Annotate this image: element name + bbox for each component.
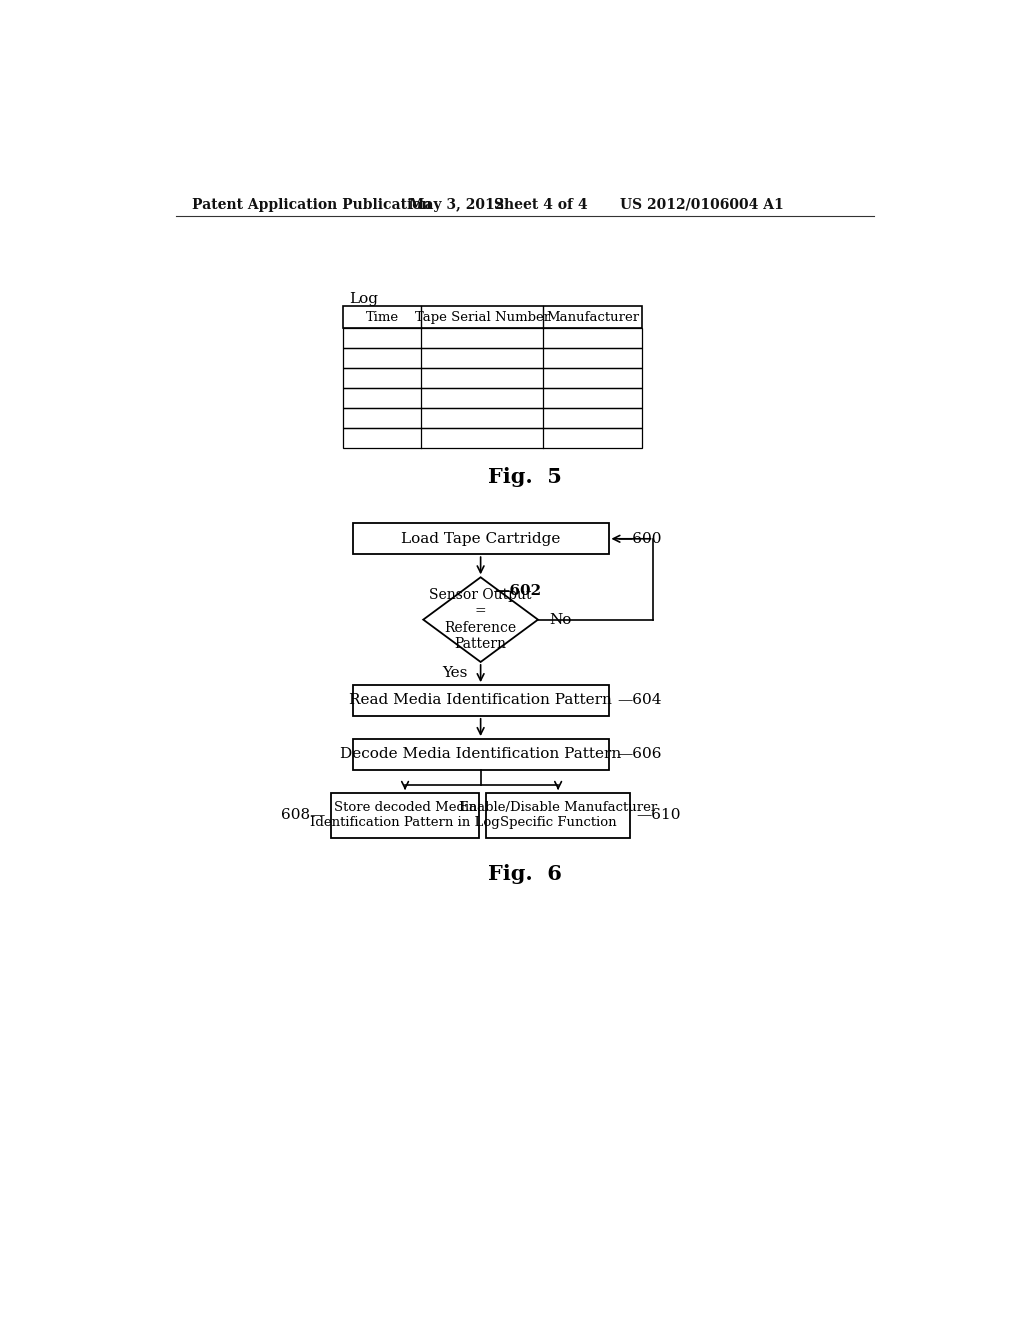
Text: May 3, 2012: May 3, 2012	[409, 198, 504, 211]
Bar	[352, 524, 608, 554]
Text: 608—: 608—	[281, 808, 326, 822]
Text: —606: —606	[617, 747, 663, 762]
Bar	[343, 306, 642, 327]
Text: —604: —604	[617, 693, 663, 708]
Bar	[352, 739, 608, 770]
Text: US 2012/0106004 A1: US 2012/0106004 A1	[621, 198, 784, 211]
Text: Enable/Disable Manufacturer
Specific Function: Enable/Disable Manufacturer Specific Fun…	[459, 801, 657, 829]
Text: Sheet 4 of 4: Sheet 4 of 4	[494, 198, 588, 211]
Text: Decode Media Identification Pattern: Decode Media Identification Pattern	[340, 747, 622, 762]
Bar	[343, 388, 642, 408]
Text: Tape Serial Number: Tape Serial Number	[415, 310, 550, 323]
Text: Fig.  5: Fig. 5	[487, 467, 562, 487]
Bar	[343, 408, 642, 428]
Bar	[332, 793, 478, 838]
Text: Patent Application Publication: Patent Application Publication	[191, 198, 431, 211]
Text: Manufacturer: Manufacturer	[546, 310, 639, 323]
Text: —600: —600	[617, 532, 663, 545]
Bar	[343, 368, 642, 388]
Text: Fig.  6: Fig. 6	[487, 865, 562, 884]
Text: Load Tape Cartridge: Load Tape Cartridge	[401, 532, 560, 545]
Text: Store decoded Media
Identification Pattern in Log: Store decoded Media Identification Patte…	[310, 801, 500, 829]
Bar	[343, 428, 642, 447]
Text: Time: Time	[366, 310, 398, 323]
Text: Sensor Output
=
Reference
Pattern: Sensor Output = Reference Pattern	[429, 589, 531, 651]
Text: Read Media Identification Pattern: Read Media Identification Pattern	[349, 693, 612, 708]
Text: —610: —610	[636, 808, 681, 822]
Text: Log: Log	[349, 292, 379, 306]
Bar	[352, 685, 608, 715]
Text: Yes: Yes	[442, 665, 467, 680]
Bar	[343, 348, 642, 368]
Text: No: No	[550, 612, 572, 627]
Text: —602: —602	[495, 585, 542, 598]
Bar	[486, 793, 630, 838]
Bar	[343, 327, 642, 348]
